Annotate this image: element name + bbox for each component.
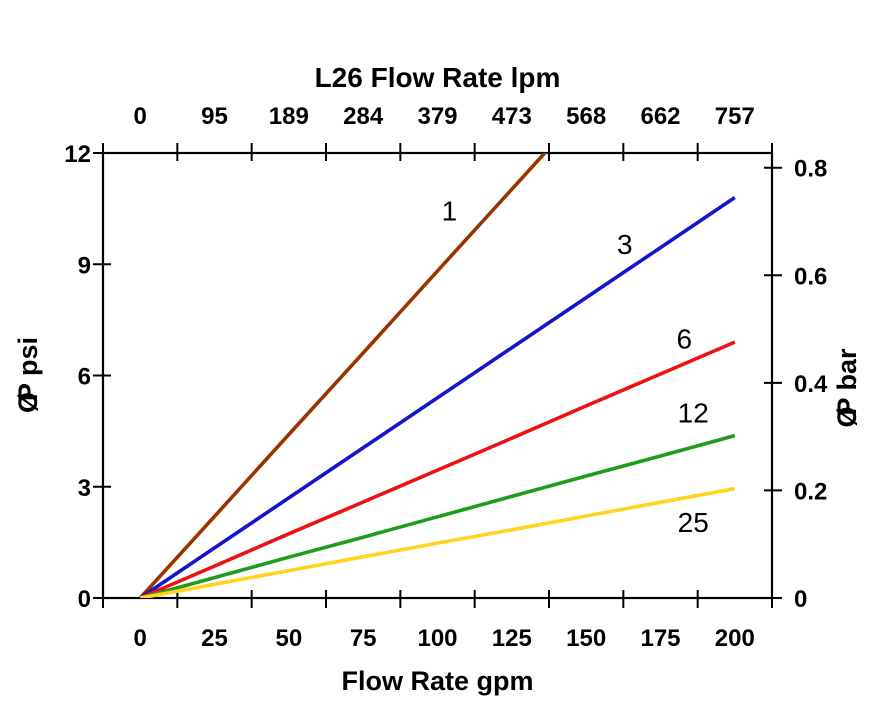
- series-line-12: [139, 433, 736, 598]
- series-line-3: [139, 196, 736, 598]
- top-axis-tick-label: 568: [566, 103, 606, 130]
- bottom-axis-tick-label: 100: [417, 625, 457, 652]
- right-axis-tick-label: 0.4: [794, 371, 828, 398]
- left-axis-tick-label: 6: [78, 364, 91, 391]
- top-axis-tick-label: 95: [201, 103, 228, 130]
- left-axis-tick-label: 9: [78, 252, 91, 279]
- top-axis-tick-label: 757: [715, 103, 755, 130]
- right-axis-title: ØP bar: [832, 348, 862, 428]
- bottom-axis-tick-label: 125: [492, 625, 532, 652]
- bottom-axis-tick-label: 75: [350, 625, 377, 652]
- bottom-axis-tick-label: 200: [715, 625, 755, 652]
- right-axis-tick-label: 0.2: [794, 478, 827, 505]
- chart-title: L26 Flow Rate lpm: [315, 62, 561, 93]
- right-axis-tick-label: 0: [794, 586, 807, 613]
- bottom-axis-tick-label: 150: [566, 625, 606, 652]
- bottom-axis-tick-label: 25: [201, 625, 228, 652]
- top-axis-tick-label: 189: [269, 103, 309, 130]
- top-axis-tick-label: 662: [640, 103, 680, 130]
- left-axis-tick-label: 3: [78, 475, 91, 502]
- left-axis-tick-label: 12: [64, 141, 91, 168]
- series-label-12: 12: [678, 398, 709, 429]
- top-axis-tick-label: 0: [133, 103, 146, 130]
- series-label-6: 6: [676, 323, 692, 354]
- right-axis-tick-label: 0.6: [794, 263, 827, 290]
- series-label-1: 1: [442, 195, 458, 226]
- series-line-1: [138, 153, 548, 598]
- series-line-6: [139, 340, 736, 598]
- bottom-axis-tick-label: 50: [275, 625, 302, 652]
- series-label-25: 25: [678, 507, 709, 538]
- top-axis-tick-label: 473: [492, 103, 532, 130]
- left-axis-title: ØP psi: [13, 337, 43, 413]
- bottom-axis-tick-label: 175: [640, 625, 680, 652]
- top-axis-tick-label: 379: [417, 103, 457, 130]
- top-axis-tick-label: 284: [343, 103, 384, 130]
- bottom-axis-tick-label: 0: [133, 625, 146, 652]
- series-line-25: [139, 486, 736, 598]
- series-label-3: 3: [617, 229, 633, 260]
- right-axis-tick-label: 0.8: [794, 156, 827, 183]
- bottom-axis-title: Flow Rate gpm: [341, 666, 533, 696]
- left-axis-tick-label: 0: [78, 586, 91, 613]
